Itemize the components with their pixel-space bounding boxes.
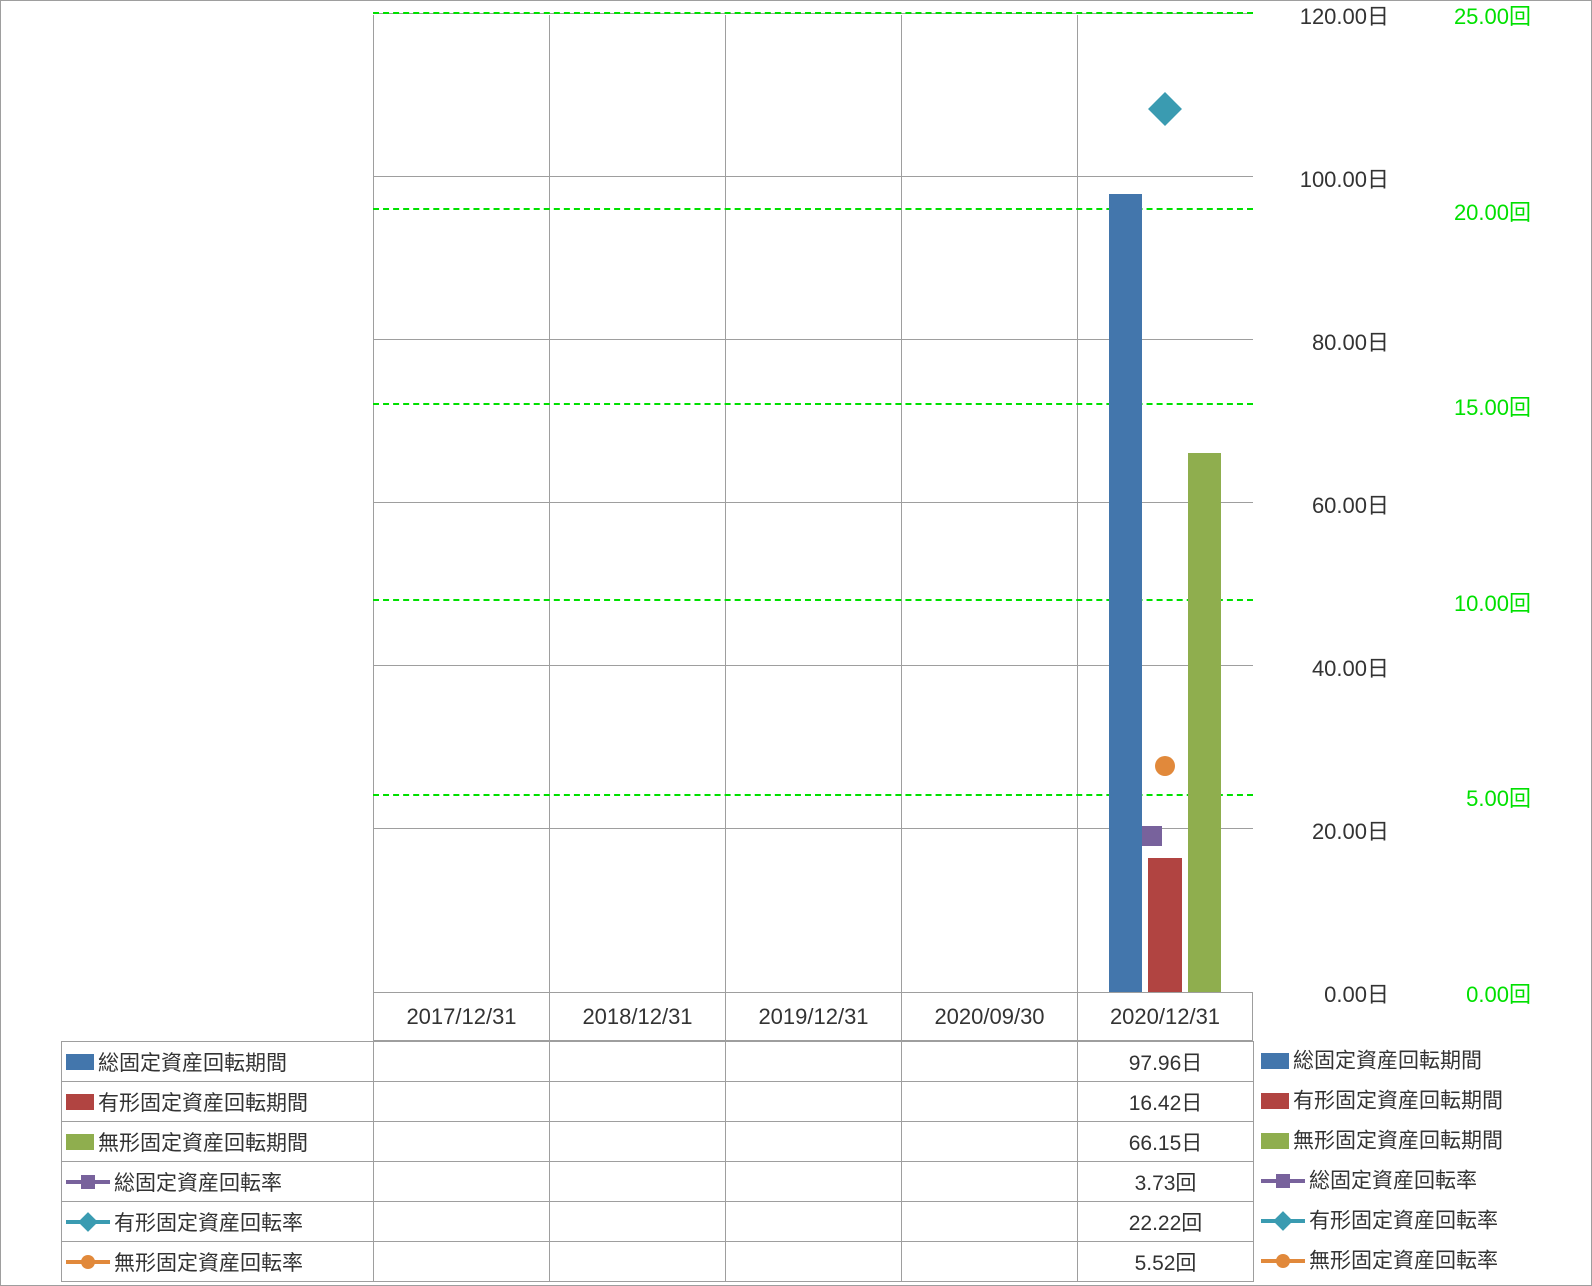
table-cell: 5.52回 [1078,1242,1254,1282]
table-cell [902,1122,1078,1162]
table-cell: 22.22回 [1078,1202,1254,1242]
legend-swatch-line-icon [66,1172,110,1192]
plot-area [373,15,1253,993]
axis-tick-label: 0.00日 [1324,977,1389,1009]
table-cell [726,1082,902,1122]
table-cell [902,1242,1078,1282]
legend-swatch-line-icon [1261,1211,1305,1231]
marker-intangible_rate [1155,756,1175,776]
axis-tick-label: 15.00回 [1454,390,1531,422]
legend: 総固定資産回転期間有形固定資産回転期間無形固定資産回転期間総固定資産回転率有形固… [1261,1041,1581,1281]
chart-upper: 0.00日 20.00日 40.00日 60.00日 80.00日 100.00日 120.… [1,1,1591,1021]
x-axis-labels: 2017/12/312018/12/312019/12/312020/09/30… [373,993,1253,1041]
table-cell [902,1042,1078,1082]
table-cell [550,1122,726,1162]
bar-total_period [1109,194,1143,992]
legend-item: 無形固定資産回転期間 [1261,1121,1581,1161]
table-cell [726,1242,902,1282]
axis-tick-label: 25.00回 [1454,0,1531,31]
gridline-primary [373,176,1253,177]
x-axis-label: 2018/12/31 [549,993,725,1041]
category-column [901,15,1077,992]
table-series-label: 有形固定資産回転期間 [62,1082,374,1122]
table-cell [902,1082,1078,1122]
table-series-label: 総固定資産回転期間 [62,1042,374,1082]
table-series-label: 総固定資産回転率 [62,1162,374,1202]
axis-tick-label: 120.00日 [1300,0,1389,31]
table-cell [374,1242,550,1282]
legend-swatch-line-icon [66,1212,110,1232]
legend-item: 無形固定資産回転率 [1261,1241,1581,1281]
category-column [1077,15,1253,992]
table-cell: 97.96日 [1078,1042,1254,1082]
gridline-secondary [373,12,1253,14]
legend-item: 総固定資産回転率 [1261,1161,1581,1201]
legend-item: 有形固定資産回転期間 [1261,1081,1581,1121]
table-cell [374,1082,550,1122]
legend-swatch-line-icon [1261,1171,1305,1191]
legend-item: 総固定資産回転期間 [1261,1041,1581,1081]
table-cell [726,1162,902,1202]
axis-tick-label: 40.00日 [1312,651,1389,683]
legend-swatch-bar-icon [66,1134,94,1150]
legend-swatch-bar-icon [66,1094,94,1110]
axis-tick-label: 20.00回 [1454,195,1531,227]
table-row: 無形固定資産回転期間 66.15日 [62,1122,1254,1162]
x-axis-label: 2017/12/31 [373,993,549,1041]
legend-swatch-bar-icon [66,1054,94,1070]
table-row: 総固定資産回転期間 97.96日 [62,1042,1254,1082]
x-axis-label: 2019/12/31 [725,993,901,1041]
legend-swatch-bar-icon [1261,1053,1289,1069]
chart-frame: 0.00日 20.00日 40.00日 60.00日 80.00日 100.00日 120.… [0,0,1592,1286]
table-cell [550,1162,726,1202]
y-axis-primary: 0.00日20.00日40.00日60.00日80.00日100.00日120.… [1259,15,1389,993]
table-cell [374,1042,550,1082]
table-cell [726,1202,902,1242]
y-axis-secondary: 0.00回5.00回10.00回15.00回20.00回25.00回 [1401,15,1531,993]
axis-tick-label: 20.00日 [1312,814,1389,846]
category-column [549,15,725,992]
legend-swatch-bar-icon [1261,1133,1289,1149]
marker-total_rate [1142,826,1162,846]
table-row: 総固定資産回転率 3.73回 [62,1162,1254,1202]
table-cell: 16.42日 [1078,1082,1254,1122]
x-axis-label: 2020/12/31 [1077,993,1253,1041]
axis-tick-label: 80.00日 [1312,325,1389,357]
table-cell [374,1202,550,1242]
axis-tick-label: 100.00日 [1300,162,1389,194]
data-table: 総固定資産回転期間97.96日有形固定資産回転期間16.42日無形固定資産回転期… [61,1041,1253,1282]
axis-tick-label: 0.00回 [1466,977,1531,1009]
table-row: 有形固定資産回転期間 16.42日 [62,1082,1254,1122]
table-cell [902,1162,1078,1202]
category-column [725,15,901,992]
bar-intangible_period [1188,453,1222,992]
legend-item: 有形固定資産回転率 [1261,1201,1581,1241]
legend-swatch-line-icon [1261,1251,1305,1271]
table-cell: 66.15日 [1078,1122,1254,1162]
table-cell [726,1042,902,1082]
table-cell [550,1082,726,1122]
axis-tick-label: 60.00日 [1312,488,1389,520]
table-row: 有形固定資産回転率 22.22回 [62,1202,1254,1242]
legend-swatch-line-icon [66,1252,110,1272]
table-cell [902,1202,1078,1242]
table-series-label: 無形固定資産回転期間 [62,1122,374,1162]
table-cell [550,1202,726,1242]
table-cell [550,1042,726,1082]
table-row: 無形固定資産回転率 5.52回 [62,1242,1254,1282]
table-cell [374,1122,550,1162]
table-series-label: 有形固定資産回転率 [62,1202,374,1242]
axis-tick-label: 5.00回 [1466,781,1531,813]
axis-tick-label: 10.00回 [1454,586,1531,618]
legend-swatch-bar-icon [1261,1093,1289,1109]
table-cell [726,1122,902,1162]
bar-tangible_period [1148,858,1182,992]
table-series-label: 無形固定資産回転率 [62,1242,374,1282]
table-cell: 3.73回 [1078,1162,1254,1202]
table-cell [374,1162,550,1202]
table-cell [550,1242,726,1282]
x-axis-label: 2020/09/30 [901,993,1077,1041]
category-column [373,15,549,992]
